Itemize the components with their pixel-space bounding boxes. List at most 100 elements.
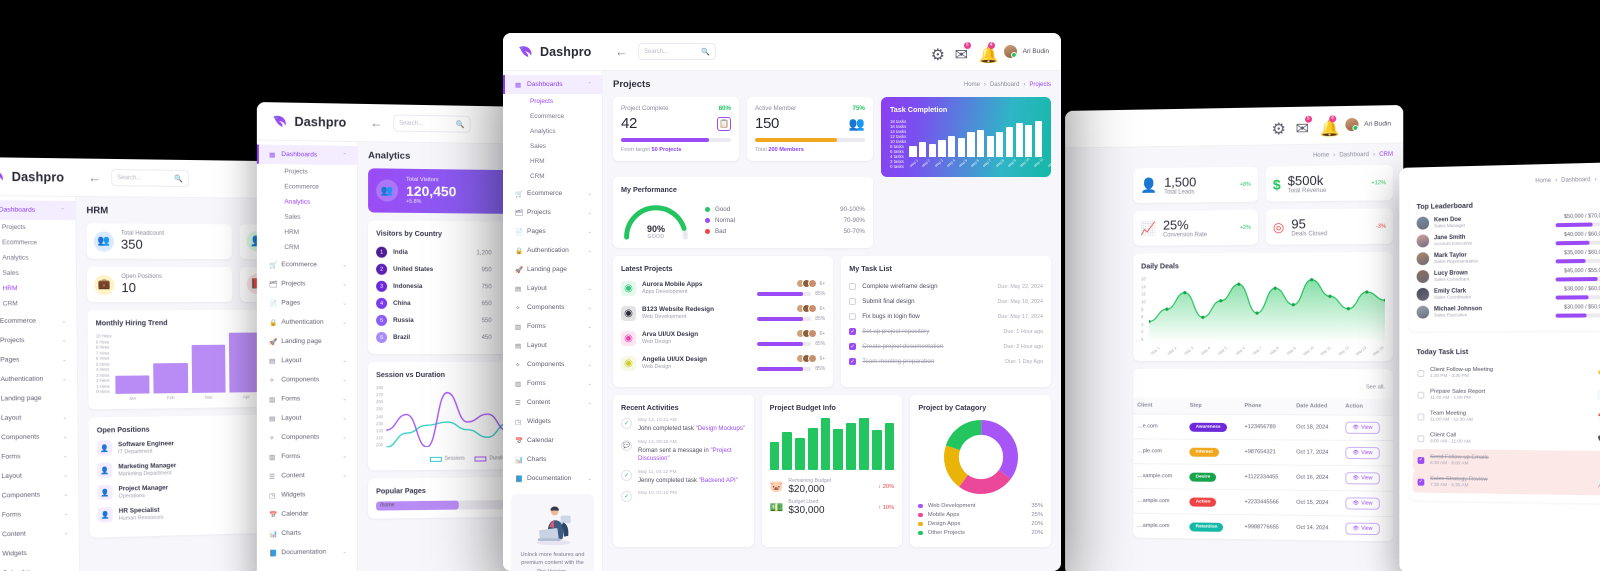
dashboard-window-crm[interactable]: ⚙ ✉ 5 🔔 4 Ari Budin Home › Dashboard › CRM bbox=[1065, 104, 1404, 571]
sidebar-sub-crm[interactable]: CRM bbox=[284, 243, 300, 252]
project-row[interactable]: ◉ Arva UI/UX Design Web Design 6+ 85% bbox=[621, 329, 825, 347]
leader-row[interactable]: Keen Doe Sales Manager $50,000 / $70,000 bbox=[1416, 213, 1600, 230]
sidebar-item-forms-1[interactable]: ▥Forms⌄ bbox=[269, 395, 347, 404]
back-arrow-icon[interactable]: ← bbox=[87, 169, 102, 186]
sidebar-sub-projects[interactable]: Projects bbox=[530, 98, 554, 105]
task-checkbox[interactable] bbox=[849, 343, 857, 350]
back-arrow-icon[interactable]: ← bbox=[615, 44, 628, 59]
dashboard-window-sales[interactable]: Home› Dashboard› Sales Top Leaderboard K… bbox=[1399, 162, 1600, 571]
sidebar-sub-projects[interactable]: Projects bbox=[1, 223, 26, 232]
stat-card-total-revenue[interactable]: $ $500k Total Revenue +12% bbox=[1265, 164, 1394, 202]
view-button[interactable]: 👁 View bbox=[1345, 522, 1380, 536]
sidebar-item-components-2[interactable]: ✧Components⌄ bbox=[269, 433, 347, 442]
view-button[interactable]: 👁 View bbox=[1345, 497, 1380, 510]
sidebar-item-layout-2[interactable]: ▤Layout⌄ bbox=[269, 414, 347, 423]
table-row[interactable]: …ample.com Retention +9988776655 Oct 14, 20… bbox=[1133, 513, 1394, 542]
breadcrumb-home[interactable]: Home bbox=[1312, 152, 1330, 159]
sidebar-item-projects[interactable]: 🗂Projects⌄ bbox=[0, 337, 67, 345]
sidebar-item-content[interactable]: ☰Content⌄ bbox=[269, 472, 347, 481]
sidebar-item-layout-1[interactable]: ▤Layout⌄ bbox=[269, 357, 347, 365]
sidebar-item-components-2[interactable]: ✧Components⌄ bbox=[1, 491, 69, 500]
task-checkbox[interactable] bbox=[1417, 434, 1425, 442]
stat-card-headcount[interactable]: 👥 Total Headcount 350 bbox=[86, 223, 233, 260]
task-row[interactable]: Team meeting preparation Due: 1 Day Ago bbox=[849, 354, 1043, 369]
brand[interactable]: Dashpro bbox=[503, 43, 603, 60]
sidebar-item-components-1[interactable]: ✧Components⌄ bbox=[515, 304, 592, 312]
today-task-row[interactable]: Client Call 9:00 AM - 11:00 AM 📞 bbox=[1413, 427, 1600, 451]
user-menu[interactable]: Ari Budin bbox=[1343, 116, 1391, 133]
activity-link[interactable]: "Design Mockups" bbox=[695, 425, 745, 432]
sidebar-item-calendar[interactable]: 📅Calendar bbox=[0, 561, 79, 571]
dashboard-window-analytics[interactable]: Dashpro ← Search... 🔍 ▦ Dashboards ⌃ Pro… bbox=[256, 102, 586, 571]
breadcrumb-home[interactable]: Home bbox=[1535, 178, 1552, 185]
leader-row[interactable]: Lucy Brown Sales Consultant $45,000 / $55,… bbox=[1416, 268, 1600, 284]
task-checkbox[interactable] bbox=[849, 298, 857, 305]
back-arrow-icon[interactable]: ← bbox=[370, 115, 384, 131]
sidebar[interactable]: ▦ Dashboards ⌃ Projects Ecommerce Analyt… bbox=[0, 195, 81, 571]
stat-card-active-member[interactable]: Active Member 75% 150 👥 Total 200 Member… bbox=[746, 97, 873, 161]
sidebar-item-widgets[interactable]: ◳Widgets bbox=[269, 491, 306, 500]
country-row[interactable]: 4 China 650 bbox=[376, 295, 492, 312]
sidebar-sub-sales[interactable]: Sales bbox=[284, 213, 301, 221]
leader-row[interactable]: Emily Clark Sales Coordinator $38,000 / $6… bbox=[1416, 286, 1600, 301]
sidebar-sub-ecommerce[interactable]: Ecommerce bbox=[2, 239, 38, 247]
sidebar-item-dashboards[interactable]: ▦ Dashboards ⌃ bbox=[256, 144, 358, 166]
search-input[interactable]: Search... 🔍 bbox=[393, 114, 471, 133]
sidebar-item-charts[interactable]: 📊 Charts bbox=[269, 529, 301, 538]
task-checkbox[interactable] bbox=[849, 358, 857, 365]
project-row[interactable]: ◉ B123 Website Redesign Web Development 6+ 8… bbox=[621, 304, 825, 322]
stat-card-open-positions[interactable]: 💼 Open Positions 10 bbox=[86, 266, 233, 303]
view-button[interactable]: 👁 View bbox=[1345, 421, 1380, 434]
sidebar-item-pages[interactable]: 📄Pages⌄ bbox=[269, 299, 347, 308]
sidebar-item-forms-2[interactable]: ▥Forms⌄ bbox=[269, 452, 347, 461]
sidebar-item-projects[interactable]: 🗂Projects⌄ bbox=[269, 280, 347, 288]
country-row[interactable]: 3 Indonesia 750 bbox=[376, 278, 492, 295]
bell-icon[interactable]: 🔔 4 bbox=[978, 42, 999, 64]
sidebar-item-content[interactable]: ☰Content⌄ bbox=[515, 399, 592, 407]
leader-row[interactable]: Mark Taylor Sales Representative $35,000 /… bbox=[1416, 250, 1600, 266]
table-row[interactable]: …e.com Awareness +123456789 Oct 18, 2024 👁 Vi… bbox=[1133, 413, 1394, 441]
leader-row[interactable]: Jane Smith Account Executive $40,000 / $60… bbox=[1416, 231, 1600, 248]
table-row[interactable]: …ample.com Action +2233445566 Oct 15, 2024 👁… bbox=[1133, 488, 1394, 517]
sidebar-item-authentication[interactable]: 🔒Authentication⌄ bbox=[0, 375, 67, 384]
dashboard-window-projects[interactable]: Dashpro ← Search... 🔍 ⚙ ✉ 5 🔔 4 Ari Budin bbox=[503, 33, 1061, 571]
bell-icon[interactable]: 🔔 4 bbox=[1319, 115, 1340, 138]
task-checkbox[interactable] bbox=[849, 313, 857, 320]
brand[interactable]: Dashpro bbox=[0, 167, 76, 186]
country-row[interactable]: 1 India 1,200 bbox=[376, 244, 492, 262]
leader-row[interactable]: Michael Johnson Sales Executive $30,000 / … bbox=[1416, 304, 1600, 319]
user-menu[interactable]: Ari Budin bbox=[1002, 44, 1049, 59]
sidebar-item-pages[interactable]: 📄Pages⌄ bbox=[515, 228, 592, 236]
task-row[interactable]: Set up project repository Due: 1 Hour ago bbox=[849, 324, 1043, 339]
sidebar-item-landing-page[interactable]: 🚀Landing page bbox=[515, 266, 567, 274]
sidebar-sub-crm[interactable]: CRM bbox=[530, 173, 545, 180]
sidebar-sub-hrm[interactable]: HRM bbox=[284, 228, 300, 236]
country-row[interactable]: 5 Russia 550 bbox=[376, 312, 492, 329]
activity-link[interactable]: "Project Discussion" bbox=[638, 446, 732, 463]
sidebar-sub-ecommerce[interactable]: Ecommerce bbox=[530, 113, 565, 120]
project-row[interactable]: ◉ Aurora Mobile Apps Apps Development 6+ 85% bbox=[621, 279, 825, 297]
sidebar-item-projects[interactable]: 🗂Projects⌄ bbox=[515, 209, 592, 217]
stat-card-conversion-rate[interactable]: 📈 25% Conversion Rate +2% bbox=[1133, 209, 1258, 246]
sidebar-sub-projects[interactable]: Projects bbox=[284, 168, 308, 176]
sidebar-item-authentication[interactable]: 🔒Authentication⌄ bbox=[269, 318, 347, 327]
task-checkbox[interactable] bbox=[849, 283, 857, 290]
task-checkbox[interactable] bbox=[1417, 478, 1425, 486]
sidebar-item-landing-page[interactable]: 🚀Landing page bbox=[0, 394, 42, 403]
sidebar-item-authentication[interactable]: 🔒Authentication⌄ bbox=[515, 247, 592, 255]
table-row[interactable]: …ple.com Interest +987654321 Oct 17, 2024 👁 V… bbox=[1133, 438, 1394, 466]
sidebar-item-charts[interactable]: 📊 Charts bbox=[515, 456, 547, 464]
sidebar-sub-sales[interactable]: Sales bbox=[530, 143, 546, 150]
mail-icon[interactable]: ✉ 5 bbox=[1296, 115, 1312, 138]
sidebar-item-forms-1[interactable]: ▥Forms⌄ bbox=[515, 323, 592, 331]
sidebar-sub-ecommerce[interactable]: Ecommerce bbox=[284, 183, 319, 191]
stat-card-deals-closed[interactable]: ◎ 95 Deals Closed -3% bbox=[1265, 208, 1394, 245]
sidebar-item-calendar[interactable]: 📅Calendar bbox=[515, 437, 554, 445]
search-input[interactable]: Search... 🔍 bbox=[111, 169, 190, 188]
task-row[interactable]: Complete wireframe design Due: May 22, 20… bbox=[849, 279, 1043, 294]
sidebar-item-ecommerce[interactable]: 🛒Ecommerce⌄ bbox=[515, 190, 592, 198]
breadcrumb-home[interactable]: Home bbox=[963, 81, 980, 88]
sidebar-item-components-1[interactable]: ✧Components⌄ bbox=[1, 433, 68, 442]
sidebar[interactable]: ▦ Dashboards ⌃ Projects Ecommerce Analyt… bbox=[256, 140, 359, 571]
